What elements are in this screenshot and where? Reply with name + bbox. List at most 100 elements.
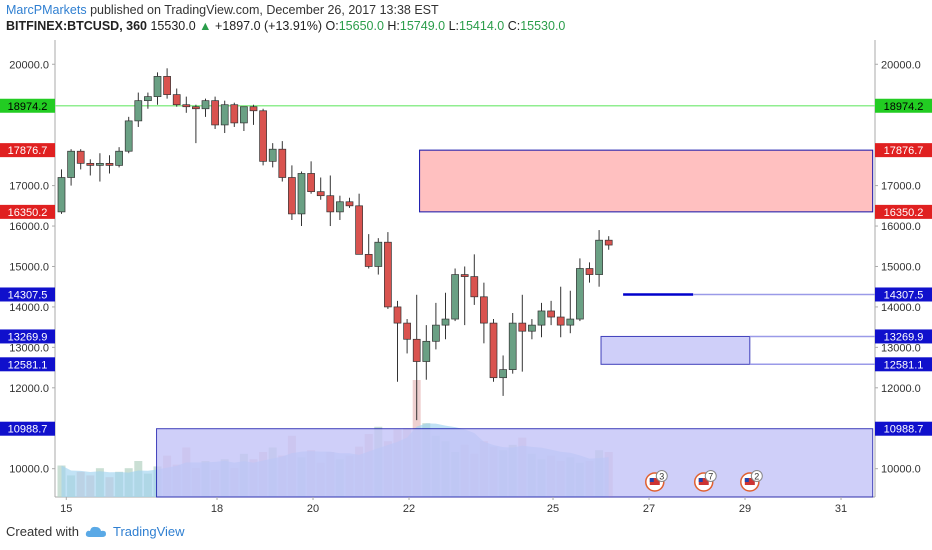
price-tag-right (875, 329, 932, 344)
flag-stripes (698, 478, 709, 485)
author-link[interactable]: MarcPMarkets (6, 3, 87, 17)
x-tick-label: 29 (739, 503, 751, 515)
event-count-badge (704, 470, 717, 482)
price-tag-left (0, 287, 55, 302)
price-tag-right-text: 17876.7 (884, 145, 924, 157)
candle-body (508, 322, 517, 370)
candle-body (441, 318, 450, 326)
y-tick-label-left: 16000.0 (9, 221, 49, 233)
footer: Created with TradingView (6, 524, 185, 539)
up-triangle-icon: ▲ (199, 19, 212, 33)
candle-body (268, 148, 277, 162)
candle-body (240, 106, 248, 124)
candle-body (307, 173, 315, 193)
candle-body (115, 150, 123, 166)
x-tick-label: 31 (835, 503, 847, 515)
candle-body (480, 296, 488, 324)
candle-body (470, 276, 479, 298)
candle-body (124, 120, 133, 152)
price-tag-left (0, 98, 55, 113)
price-tag-right (875, 98, 932, 113)
candle-body (604, 239, 613, 246)
candle-body (57, 177, 66, 213)
price-tag-right-text: 10988.7 (884, 424, 924, 436)
candle-body (163, 76, 171, 95)
tradingview-link[interactable]: TradingView (112, 524, 185, 539)
candle-body (259, 110, 267, 162)
price-tag-right-text: 14307.5 (884, 289, 924, 301)
candle-body (220, 104, 229, 126)
price-tag-right (875, 357, 932, 372)
candle-body (345, 201, 354, 207)
flag-stripes (649, 478, 660, 485)
published-text: published on TradingView.com, December 2… (90, 3, 439, 17)
price-tag-right-text: 18974.2 (884, 101, 924, 113)
candle-body (528, 324, 536, 332)
candle-body (134, 100, 143, 122)
low-label: L: (448, 19, 460, 33)
candle-body (211, 100, 219, 126)
high-value: 15749.0 (399, 19, 446, 33)
symbol-label: BITFINEX:BTCUSD, 360 (6, 19, 147, 33)
flag-canton (744, 478, 749, 482)
candle-body (288, 177, 296, 215)
y-tick-label-right: 16000.0 (881, 221, 921, 233)
flag-stripes (744, 478, 755, 485)
close-value: 15530.0 (520, 19, 566, 33)
flag-canton (649, 478, 654, 482)
close-label: C: (507, 19, 521, 33)
event-count: 3 (659, 472, 664, 482)
candle-body (566, 318, 575, 326)
candle-body (326, 195, 335, 213)
publish-header: MarcPMarkets published on TradingView.co… (6, 3, 439, 18)
y-tick-label-right: 12000.0 (881, 383, 921, 395)
price-tag-left-text: 12581.1 (8, 359, 48, 371)
price-tag-right-text: 16350.2 (884, 207, 924, 219)
price-tag-left-text: 17876.7 (8, 145, 48, 157)
y-tick-label-left: 12000.0 (9, 383, 49, 395)
price-tag-left (0, 421, 55, 436)
price-tag-left (0, 204, 55, 219)
price-change: +1897.0 (+13.91%) (215, 19, 323, 33)
candle-body (192, 106, 200, 110)
candle-body (153, 76, 162, 97)
candle-body (278, 148, 287, 178)
created-with-text: Created with (6, 524, 79, 539)
last-price: 15530.0 (150, 19, 196, 33)
price-tag-left-text: 18974.2 (8, 101, 48, 113)
candle-body (384, 241, 392, 308)
low-value: 15414.0 (459, 19, 505, 33)
y-tick-label-right: 13000.0 (881, 342, 921, 354)
candle-body (460, 274, 469, 277)
candle-body (393, 306, 402, 324)
candle-body (403, 322, 411, 340)
price-tag-right (875, 287, 932, 302)
candle-body (96, 162, 104, 166)
candlestick-chart[interactable]: 10000.0 10000.0 12000.0 12000.0 13000.0 13000… (0, 0, 932, 520)
price-tag-right-text: 13269.9 (884, 331, 924, 343)
candle-body (412, 338, 421, 362)
price-tag-left (0, 357, 55, 372)
candle-body (556, 316, 565, 326)
price-tag-right (875, 421, 932, 436)
candle-body (451, 274, 459, 320)
candle-body (547, 310, 555, 318)
blue-zone-small (600, 335, 751, 365)
candle-body (182, 104, 191, 108)
candle-body (364, 253, 373, 267)
quote-line: BITFINEX:BTCUSD, 360 15530.0 ▲ +1897.0 (… (6, 19, 565, 34)
price-tag-right-text: 12581.1 (884, 359, 924, 371)
price-tag-left (0, 143, 55, 158)
candle-body (336, 201, 344, 213)
flag-canton (698, 478, 703, 482)
candle-body (537, 310, 546, 326)
y-tick-label-left: 17000.0 (9, 181, 49, 193)
candle-body (432, 324, 440, 342)
y-tick-label-right: 14000.0 (881, 302, 921, 314)
candle-body (316, 191, 325, 197)
price-tag-left (0, 329, 55, 344)
candle-body (499, 369, 507, 379)
x-tick-label: 15 (60, 503, 72, 515)
candle-body (422, 340, 431, 362)
x-tick-label: 25 (547, 503, 559, 515)
